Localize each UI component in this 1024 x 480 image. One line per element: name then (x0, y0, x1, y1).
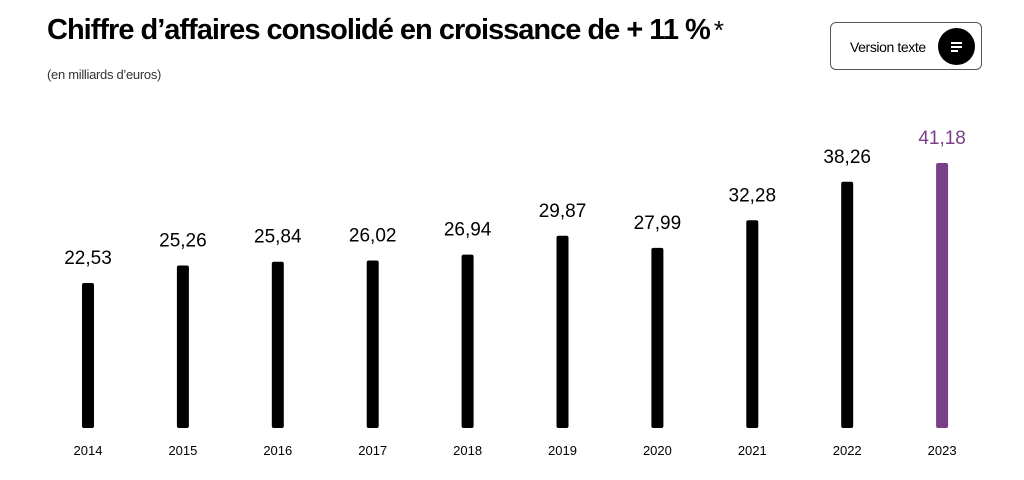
value-label-2016: 25,84 (254, 227, 302, 248)
bar-2019 (556, 235, 569, 428)
value-label-2023: 41,18 (918, 128, 966, 149)
bar-2021 (746, 220, 759, 428)
value-label-2022: 38,26 (823, 147, 871, 168)
value-label-2020: 27,99 (634, 213, 682, 234)
bar-2014 (82, 283, 94, 428)
x-tick-2023: 2023 (928, 443, 957, 458)
x-tick-2016: 2016 (263, 443, 292, 458)
bar-2015 (176, 265, 189, 428)
bar-2017 (366, 260, 379, 428)
x-tick-2017: 2017 (358, 443, 387, 458)
bar-2023 (936, 163, 949, 428)
x-tick-2020: 2020 (643, 443, 672, 458)
text-version-label: Version texte (850, 39, 926, 55)
title-text: Chiffre d’affaires consolidé en croissan… (47, 14, 711, 46)
x-tick-2022: 2022 (833, 443, 862, 458)
x-tick-2015: 2015 (168, 443, 197, 458)
x-tick-2014: 2014 (74, 443, 103, 458)
x-tick-2021: 2021 (738, 443, 767, 458)
bar-2022 (841, 181, 854, 428)
value-label-2018: 26,94 (444, 220, 492, 241)
value-label-2019: 29,87 (539, 201, 587, 222)
text-lines-icon (938, 28, 975, 65)
value-label-2015: 25,26 (159, 230, 207, 251)
bar-2016 (271, 261, 284, 428)
chart-subtitle: (en milliards d’euros) (47, 67, 162, 82)
footnote-asterisk: * (713, 15, 724, 45)
bar-2020 (651, 247, 664, 428)
value-label-2017: 26,02 (349, 226, 397, 247)
value-label-2021: 32,28 (729, 185, 777, 206)
page-title: Chiffre d’affaires consolidé en croissan… (47, 14, 724, 47)
text-version-button[interactable]: Version texte (830, 22, 982, 70)
bar-2018 (461, 254, 474, 428)
x-tick-2018: 2018 (453, 443, 482, 458)
value-label-2014: 22,53 (64, 248, 112, 269)
x-tick-2019: 2019 (548, 443, 577, 458)
